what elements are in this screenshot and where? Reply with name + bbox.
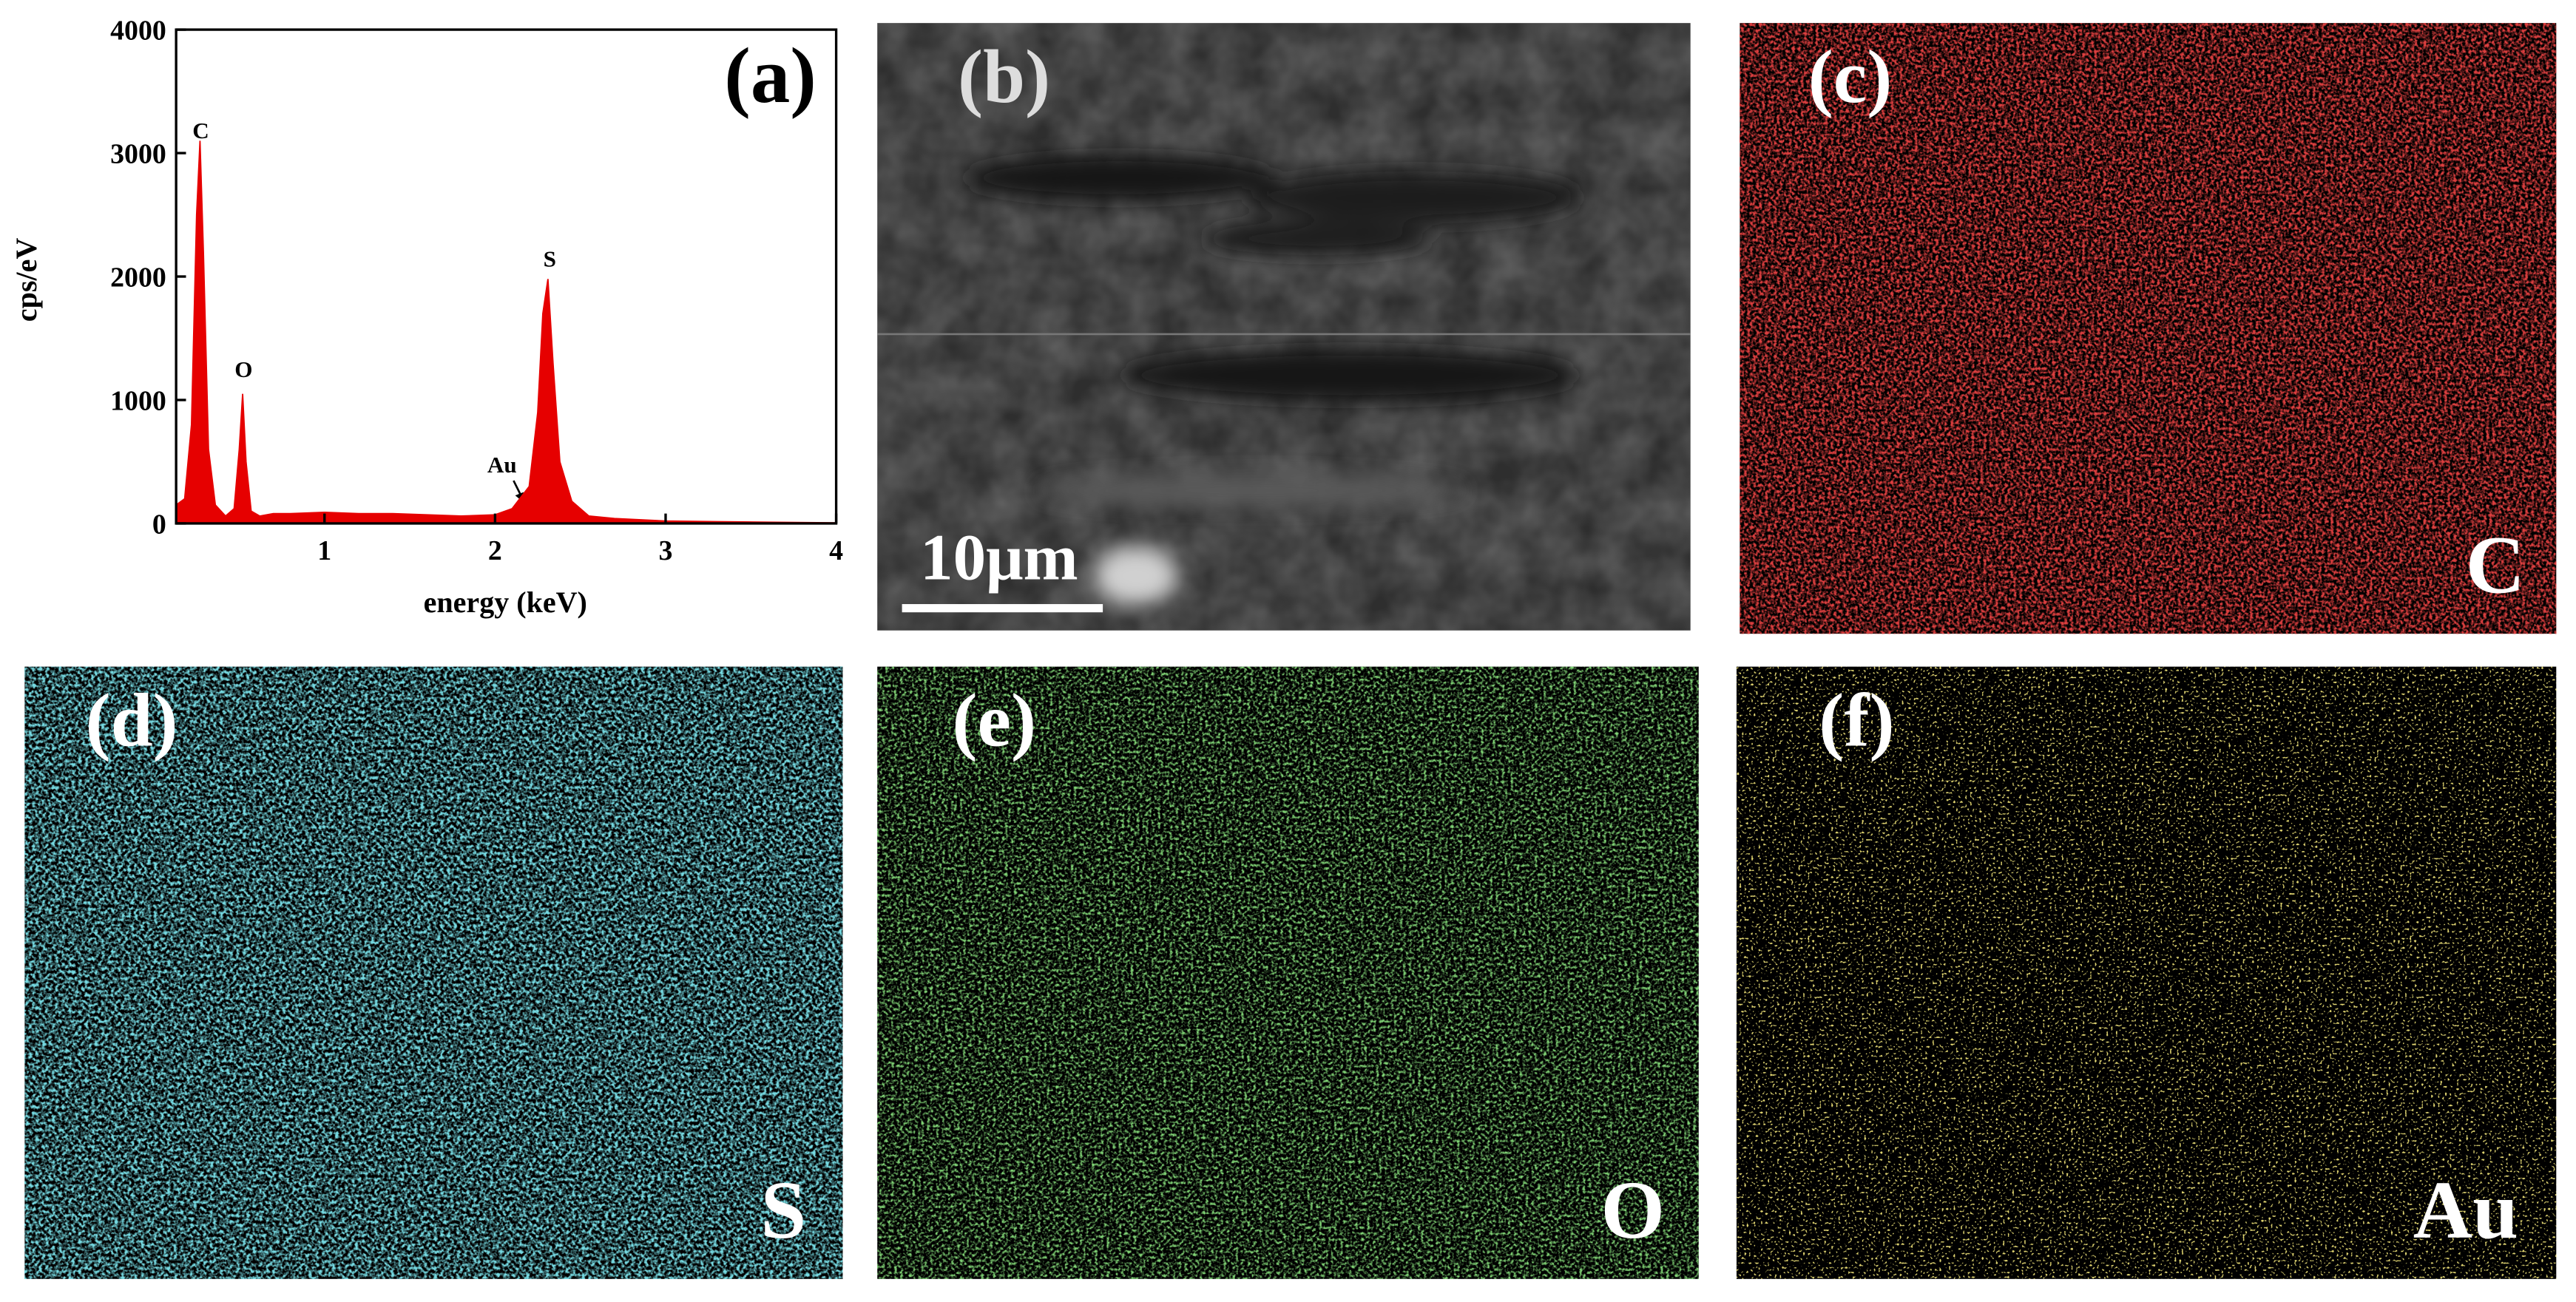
panel-label: (d) xyxy=(85,679,178,762)
x-tick-label: 4 xyxy=(829,535,843,566)
x-tick-label: 3 xyxy=(659,535,673,566)
x-tick-label: 2 xyxy=(488,535,502,566)
y-tick-label: 4000 xyxy=(110,15,166,46)
panel-label: (f) xyxy=(1819,679,1894,762)
y-tick-label: 0 xyxy=(152,509,166,540)
x-tick-label: 1 xyxy=(317,535,331,566)
carbon-map xyxy=(1740,23,2557,634)
scale-bar xyxy=(902,604,1103,613)
map-panel: (d) S xyxy=(24,666,843,1279)
sem-panel: (b) 10μm xyxy=(877,23,1691,631)
element-label: Au xyxy=(2413,1165,2518,1256)
panel-label: (b) xyxy=(958,35,1050,119)
y-tick-label: 2000 xyxy=(110,262,166,293)
sem-texture xyxy=(877,23,1691,631)
gold-map xyxy=(1736,666,2557,1279)
element-label: S xyxy=(760,1165,806,1256)
peak-annotation: Au xyxy=(487,452,517,478)
y-tick-label: 3000 xyxy=(110,138,166,169)
panel-label: (c) xyxy=(1808,35,1893,119)
sulfur-map xyxy=(24,666,843,1279)
element-label: O xyxy=(1600,1165,1665,1256)
element-label: C xyxy=(2466,520,2525,611)
spectrum-chart: cps/eV energy (keV) (a) 0 1000 2000 3000 400… xyxy=(10,15,843,619)
sem-features xyxy=(962,155,1581,606)
panel-label: (e) xyxy=(952,679,1036,762)
oxygen-map xyxy=(877,666,1699,1279)
panel-label: (a) xyxy=(724,33,817,120)
x-axis-label: energy (keV) xyxy=(424,586,587,619)
map-panel: (e) O xyxy=(877,666,1699,1279)
y-axis-label: cps/eV xyxy=(10,238,43,322)
map-panel: (c) C xyxy=(1740,23,2557,634)
scale-bar-label: 10μm xyxy=(920,522,1078,594)
y-tick-label: 1000 xyxy=(110,385,166,416)
peak-annotation: O xyxy=(234,356,252,382)
map-panel: (f) Au xyxy=(1736,666,2557,1279)
peak-annotation: C xyxy=(192,118,209,143)
peak-annotation: S xyxy=(544,246,556,272)
spectrum-area xyxy=(175,140,837,524)
